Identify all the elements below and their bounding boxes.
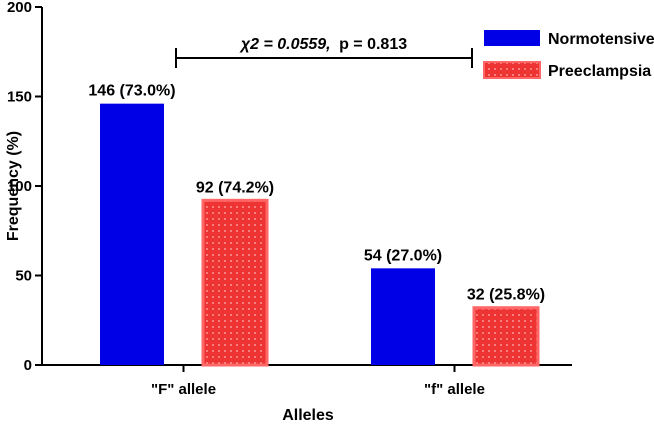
x-axis-title: Alleles xyxy=(282,407,334,424)
bar-normotensive-F xyxy=(100,103,164,365)
legend-swatch-normotensive xyxy=(484,30,540,46)
x-tick-label: "f" allele xyxy=(424,381,485,398)
data-label: 146 (73.0%) xyxy=(88,83,175,100)
y-tick-label: 0 xyxy=(24,357,32,374)
y-tick-label: 100 xyxy=(7,178,32,195)
y-tick-label: 50 xyxy=(15,268,32,285)
x-tick-label: "F" allele xyxy=(151,381,216,398)
svg-text:χ2 = 0.0559, p = 0.813: χ2 = 0.0559, p = 0.813 xyxy=(239,36,407,53)
bar-preeclampsia-F xyxy=(201,198,269,367)
y-axis-title: Frequency (%) xyxy=(5,131,22,241)
data-label: 32 (25.8%) xyxy=(467,287,545,304)
legend-label-normotensive: Normotensive xyxy=(548,31,654,48)
bar-preeclampsia-f xyxy=(472,306,540,367)
y-axis: 0 50 100 150 200 xyxy=(7,0,43,374)
chi-square-statistic: χ2 = 0.0559, xyxy=(239,36,331,53)
x-axis: "F" allele "f" allele xyxy=(41,364,572,398)
p-value: p = 0.813 xyxy=(339,36,407,53)
bars xyxy=(100,103,540,367)
y-tick-label: 150 xyxy=(7,89,32,106)
significance-annotation: χ2 = 0.0559, p = 0.813 xyxy=(175,36,473,68)
y-tick-label: 200 xyxy=(7,0,32,16)
data-label: 54 (27.0%) xyxy=(364,247,442,264)
legend-label-preeclampsia: Preeclampsia xyxy=(548,63,651,80)
legend-swatch-preeclampsia xyxy=(483,61,541,79)
bar-normotensive-f xyxy=(371,268,435,365)
bar-labels: 146 (73.0%) 92 (74.2%) 54 (27.0%) 32 (25.8%… xyxy=(88,83,545,304)
data-label: 92 (74.2%) xyxy=(196,179,274,196)
legend: Normotensive Preeclampsia xyxy=(483,30,654,80)
